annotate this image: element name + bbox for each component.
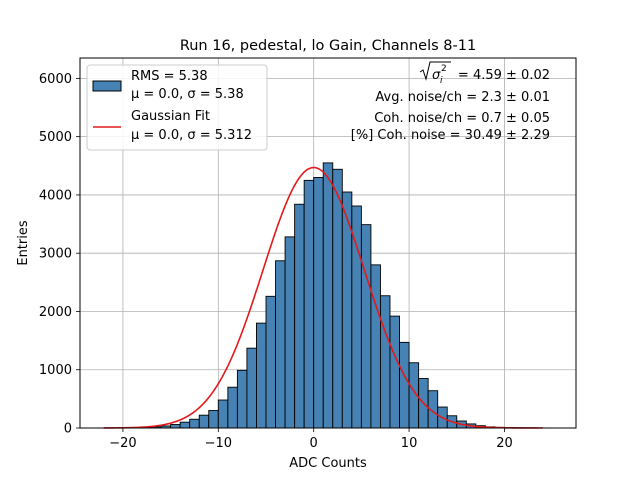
histogram-bar	[246, 347, 257, 429]
histogram-bar	[236, 369, 248, 429]
histogram-bar	[370, 264, 381, 429]
y-tick-label: 2000	[39, 305, 72, 320]
histogram-bar	[265, 295, 276, 429]
histogram-bar	[399, 341, 410, 429]
legend: RMS = 5.38 μ = 0.0, σ = 5.38 Gaussian Fi…	[86, 64, 268, 151]
histogram-bar	[208, 410, 219, 429]
legend-fit-sublabel: μ = 0.0, σ = 5.312	[131, 128, 252, 143]
annotation-line-4: [%] Coh. noise = 30.49 ± 2.29	[351, 128, 550, 143]
histogram-bar	[360, 224, 372, 429]
histogram-bar	[332, 168, 343, 429]
y-axis-label: Entries	[16, 220, 31, 266]
histogram-bar	[303, 179, 315, 429]
histogram-bar	[217, 399, 229, 429]
chart-title: Run 16, pedestal, lo Gain, Channels 8-11	[180, 38, 476, 54]
y-tick-label: 4000	[39, 188, 72, 203]
noise-annotations: σ i 2 = 4.59 ± 0.02 Avg. noise/ch = 2.3 …	[351, 61, 550, 143]
histogram-bar	[198, 414, 210, 429]
x-axis-label: ADC Counts	[289, 456, 367, 471]
x-tick-label: 0	[310, 436, 318, 451]
histogram-bar	[284, 236, 296, 429]
legend-box	[86, 64, 268, 151]
legend-histogram-label: RMS = 5.38	[131, 69, 208, 84]
annotation-line-3: Coh. noise/ch = 0.7 ± 0.05	[374, 111, 550, 126]
histogram-bar	[389, 315, 400, 429]
legend-histogram-sublabel: μ = 0.0, σ = 5.38	[131, 87, 244, 102]
histogram-bar	[189, 418, 200, 429]
y-tick-label: 5000	[39, 130, 72, 145]
histogram-bar	[313, 176, 324, 429]
svg-text:2: 2	[441, 64, 447, 74]
annotation-line-2: Avg. noise/ch = 2.3 ± 0.01	[375, 90, 550, 105]
gaussian-fit-curve	[103, 166, 543, 429]
x-tick-label: 10	[401, 436, 418, 451]
legend-fit-label: Gaussian Fit	[131, 109, 210, 124]
x-axis-ticks: −20 −10 0 10 20	[109, 428, 513, 451]
annotation-line-1: = 4.59 ± 0.02	[458, 68, 550, 83]
histogram-bar	[322, 162, 334, 429]
histogram-bar	[227, 386, 238, 429]
x-tick-label: −20	[109, 436, 136, 451]
histogram-bar	[256, 322, 267, 429]
histogram-bar	[275, 260, 286, 429]
legend-histogram-swatch	[92, 80, 122, 92]
histogram-bar	[170, 424, 181, 429]
y-tick-label: 6000	[39, 72, 72, 87]
y-tick-label: 1000	[39, 363, 72, 378]
sqrt-sigma-symbol: σ i 2	[419, 61, 451, 86]
histogram-bar	[351, 205, 362, 429]
y-axis-ticks: 0 1000 2000 3000 4000 5000 6000	[39, 72, 80, 437]
histogram-bar	[380, 295, 391, 429]
svg-text:i: i	[440, 76, 443, 86]
x-tick-label: 20	[496, 436, 513, 451]
histogram-bar	[179, 421, 191, 429]
histogram-bar	[294, 203, 305, 429]
x-tick-label: −10	[205, 436, 232, 451]
plot-frame	[79, 57, 577, 429]
svg-text:σ: σ	[432, 68, 441, 83]
y-tick-label: 0	[64, 422, 72, 437]
histogram-bars	[103, 162, 553, 429]
y-tick-label: 3000	[39, 247, 72, 262]
